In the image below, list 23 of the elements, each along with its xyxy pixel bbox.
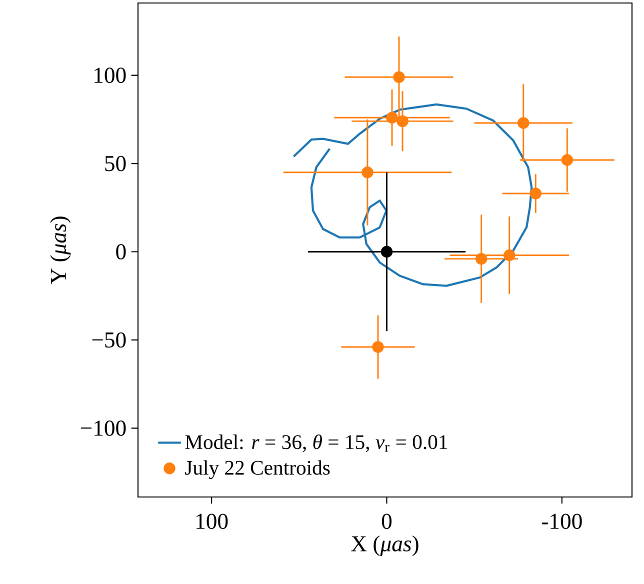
point [372,341,384,353]
y-tick-label: 50 [105,156,126,172]
x-axis-title: X (μas) [351,535,418,556]
y-tick-label: 100 [94,68,126,83]
point [530,188,542,200]
point [362,166,374,178]
y-tick-label: −50 [92,332,126,348]
point [386,112,398,124]
x-tick-label: 100 [196,514,228,529]
point [393,71,405,83]
point [380,246,393,258]
point [396,115,408,128]
legend-label: July 22 Centroids [185,460,330,480]
x-tick-label: -100 [542,514,582,529]
point [561,154,574,166]
x-tick-label: 0 [382,514,392,529]
y-tick-label: −100 [80,420,126,436]
point [475,252,488,265]
y-tick-label: 0 [116,244,126,260]
point [503,249,516,262]
y-axis-title: Y (μas) [50,216,71,284]
point [518,117,530,129]
legend-label: Model: r = 36, θ = 15, v$_{r}$ = 0.01 [185,434,448,452]
